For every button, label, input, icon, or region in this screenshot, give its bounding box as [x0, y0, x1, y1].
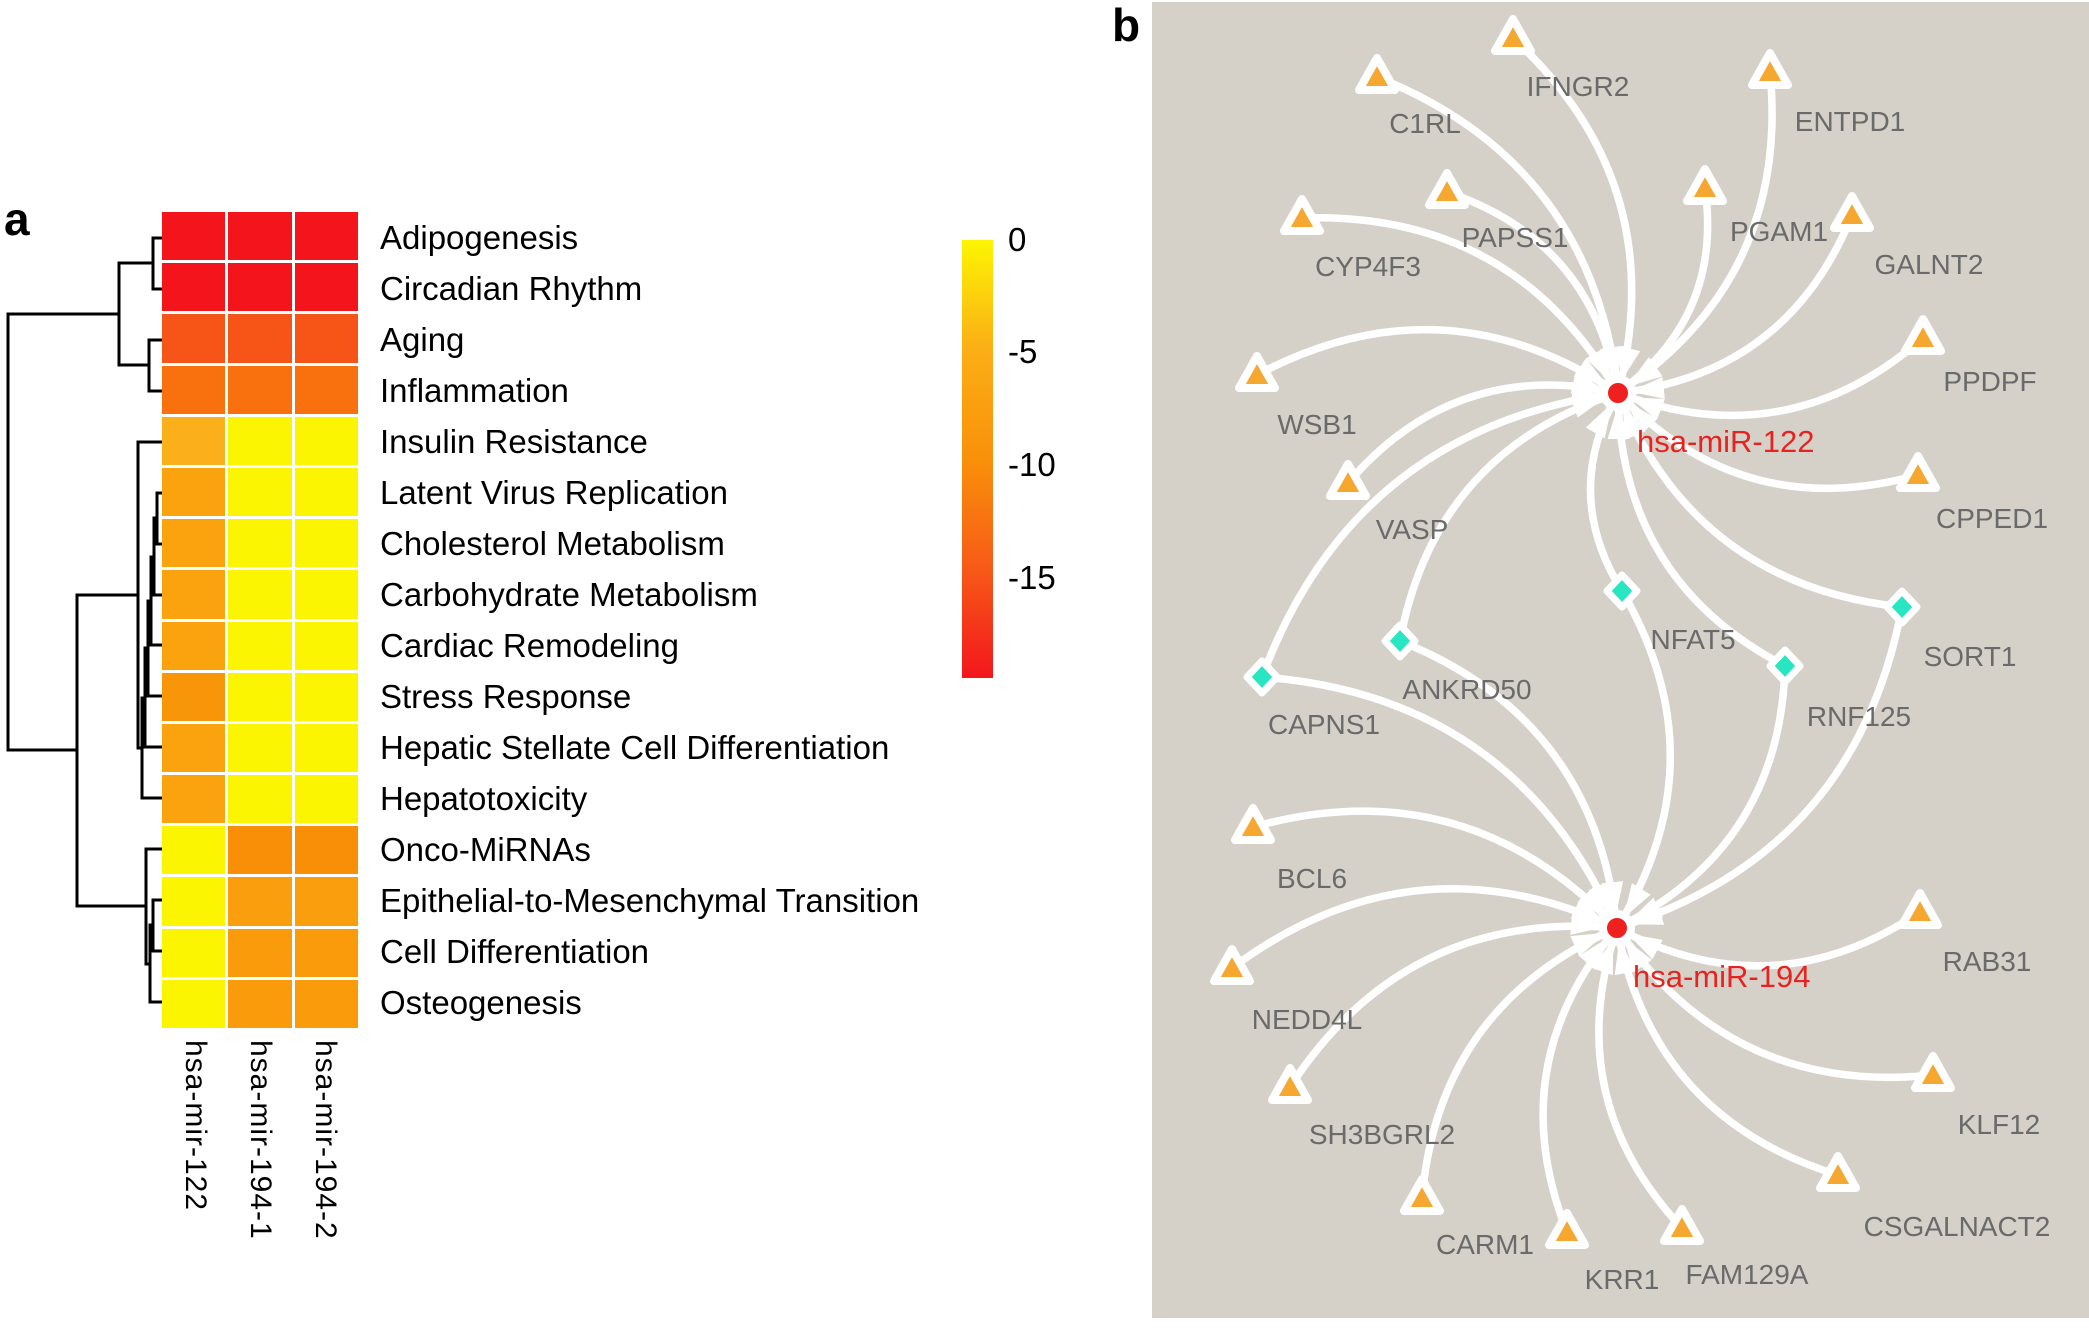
heatmap-cell-r10c3: [294, 672, 358, 721]
heatmap-cell-r5c3: [294, 416, 358, 465]
heatmap-cell-r5c1: [162, 416, 226, 465]
heatmap-row-label: Adipogenesis: [380, 218, 579, 256]
heatmap-cell-r8c2: [228, 570, 292, 619]
heatmap-cell-r1c1: [162, 212, 226, 261]
colorbar-tick-label: -15: [1008, 559, 1056, 596]
heatmap-row-label: Inflammation: [380, 371, 569, 409]
heatmap-cell-r13c1: [162, 826, 226, 875]
heatmap-cell-r16c1: [162, 979, 226, 1028]
heatmap-cell-r13c3: [294, 826, 358, 875]
heatmap-row-label: Hepatic Stellate Cell Differentiation: [380, 728, 890, 766]
heatmap-cell-r1c2: [228, 212, 292, 261]
heatmap-cell-r7c1: [162, 519, 226, 568]
heatmap-cell-r11c3: [294, 723, 358, 773]
dendrogram-branch: [75, 593, 146, 908]
dendrogram-branch: [143, 646, 162, 749]
heatmap-column-label: hsa-mir-122: [179, 1040, 212, 1212]
heatmap-cell-r2c2: [228, 263, 292, 312]
heatmap-cell-r3c1: [162, 314, 226, 363]
heatmap-cell-r15c3: [294, 928, 358, 977]
heatmap-cell-r10c1: [162, 672, 226, 721]
heatmap-row-label: Carbohydrate Metabolism: [380, 575, 758, 613]
heatmap-row-label: Osteogenesis: [380, 983, 582, 1021]
heatmap-cell-r13c2: [228, 826, 292, 875]
heatmap-cell-r4c2: [228, 365, 292, 414]
heatmap-cell-r12c3: [294, 775, 358, 824]
heatmap-column-label: hsa-mir-194-1: [244, 1040, 277, 1240]
heatmap-cell-r4c3: [294, 365, 358, 414]
heatmap-cell-r8c3: [294, 570, 358, 619]
heatmap-cell-r7c3: [294, 519, 358, 568]
heatmap-column-label: hsa-mir-194-2: [309, 1040, 342, 1240]
heatmap-grid: [162, 212, 358, 1028]
heatmap-cell-r14c1: [162, 877, 226, 926]
panel-b-label: b: [1112, 0, 1141, 51]
dendrogram-branch: [140, 696, 162, 800]
heatmap-cell-r14c2: [228, 877, 292, 926]
dendrogram-branch: [149, 555, 162, 647]
heatmap-cell-r6c3: [294, 467, 358, 517]
heatmap-row-label: Cardiac Remodeling: [380, 626, 679, 664]
heatmap-row-label: Stress Response: [380, 677, 632, 715]
heatmap-row-label: Circadian Rhythm: [380, 269, 643, 307]
heatmap-cell-r9c1: [162, 621, 226, 670]
heatmap-cell-r2c1: [162, 263, 226, 312]
dendrogram-branch: [152, 516, 162, 597]
heatmap-cell-r6c1: [162, 467, 226, 517]
heatmap-cell-r16c2: [228, 979, 292, 1028]
heatmap-cell-r14c3: [294, 877, 358, 926]
heatmap-cell-r9c2: [228, 621, 292, 670]
colorbar-tick-label: -5: [1008, 333, 1038, 370]
heatmap-row-label: Aging: [380, 320, 465, 358]
heatmap-cell-r10c2: [228, 672, 292, 721]
heatmap-row-label: Cholesterol Metabolism: [380, 524, 725, 562]
heatmap-cell-r12c2: [228, 775, 292, 824]
heatmap-cell-r15c1: [162, 928, 226, 977]
heatmap-cell-r5c2: [228, 416, 292, 465]
heatmap-cell-r2c3: [294, 263, 358, 312]
heatmap-cell-r3c3: [294, 314, 358, 363]
heatmap-row-label: Epithelial-to-Mesenchymal Transition: [380, 881, 920, 919]
network-panel-background: [1152, 2, 2089, 1318]
dendrogram-branch: [144, 847, 162, 966]
heatmap-row-labels: Adipogenesis Circadian Rhythm Aging Inflamm…: [380, 212, 919, 1028]
heatmap-row-label: Insulin Resistance: [380, 422, 648, 460]
dendrogram-branch: [146, 599, 162, 698]
heatmap-colorbar: [962, 240, 993, 678]
heatmap-row-label: Latent Virus Replication: [380, 473, 728, 511]
dendrogram-branch: [148, 923, 162, 1004]
heatmap-cell-r3c2: [228, 314, 292, 363]
heatmap-cell-r11c1: [162, 723, 226, 773]
dendrogram-branch: [151, 898, 162, 953]
heatmap-row-label: Onco-MiRNAs: [380, 830, 591, 868]
heatmap-cell-r8c1: [162, 570, 226, 619]
heatmap-cell-r6c2: [228, 467, 292, 517]
heatmap-cell-r4c1: [162, 365, 226, 414]
heatmap-cell-r12c1: [162, 775, 226, 824]
dendrogram-branch: [147, 338, 162, 393]
dendrogram-branch: [136, 440, 162, 750]
heatmap-cell-r9c3: [294, 621, 358, 670]
panel-a-label: a: [4, 193, 30, 245]
heatmap-cell-r15c2: [228, 928, 292, 977]
heatmap-cell-r11c2: [228, 723, 292, 773]
heatmap-cell-r16c3: [294, 979, 358, 1028]
heatmap-cell-r1c3: [294, 212, 358, 261]
heatmap-cell-r7c2: [228, 519, 292, 568]
colorbar-tick-label: -10: [1008, 446, 1056, 483]
colorbar-tick-label: 0: [1008, 221, 1027, 258]
heatmap-row-label: Hepatotoxicity: [380, 779, 588, 817]
dendrogram-branch: [151, 236, 162, 291]
dendrogram-branch: [117, 261, 153, 367]
heatmap-row-label: Cell Differentiation: [380, 932, 650, 970]
dendrogram-branch: [6, 312, 119, 752]
